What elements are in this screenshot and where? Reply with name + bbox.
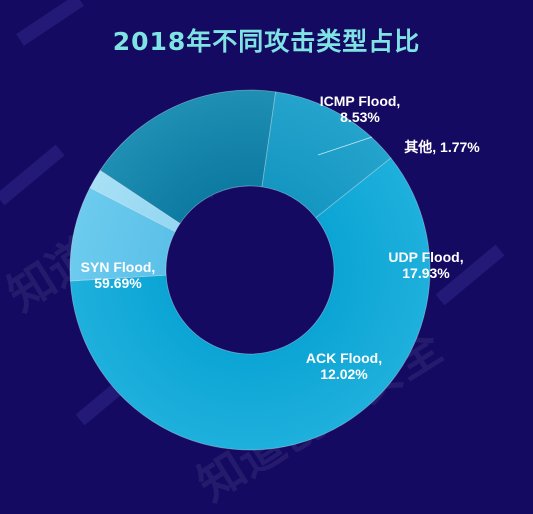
slice-ack-flood <box>261 91 392 219</box>
slice-icmp-flood <box>69 187 176 282</box>
label-syn-flood: SYN Flood, 59.69% <box>81 259 156 291</box>
chart-title: 2018年不同攻击类型占比 <box>112 27 421 56</box>
label-udp-flood: UDP Flood, 17.93% <box>388 249 463 281</box>
label-其他: 其他, 1.77% <box>404 139 480 155</box>
donut-chart: SYN Flood, 59.69% ICMP Flood, 8.53%其他, 1.77… <box>69 89 480 451</box>
slice-udp-flood <box>99 89 277 225</box>
label-ack-flood: ACK Flood, 12.02% <box>306 350 382 382</box>
slice-syn-flood <box>69 157 431 451</box>
label-icmp-flood: ICMP Flood, 8.53% <box>320 93 401 125</box>
icmp-leader-line <box>317 136 373 156</box>
